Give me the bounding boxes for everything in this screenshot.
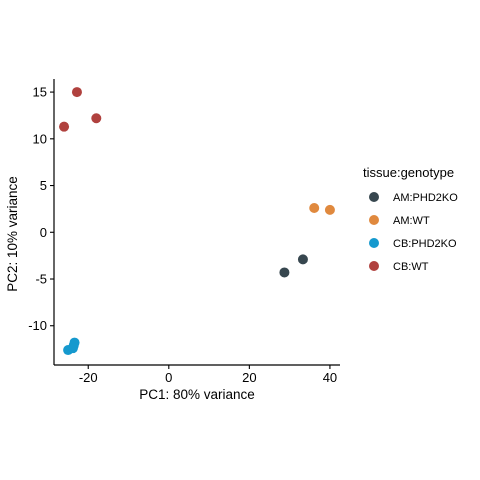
y-tick-label: 0 bbox=[40, 225, 47, 240]
data-point bbox=[67, 343, 78, 354]
y-tick-label: 15 bbox=[33, 85, 47, 100]
x-tick-label: 20 bbox=[242, 370, 256, 385]
legend: tissue:genotype AM:PHD2KO AM:WT CB:PHD2KO C… bbox=[363, 165, 458, 273]
x-tick-label: -20 bbox=[79, 370, 98, 385]
legend-key bbox=[369, 192, 379, 202]
data-point bbox=[297, 254, 308, 265]
legend-label: CB:PHD2KO bbox=[393, 238, 457, 250]
data-point bbox=[59, 121, 70, 132]
data-point bbox=[309, 202, 320, 213]
axes-layer bbox=[53, 79, 340, 366]
legend-label: AM:WT bbox=[393, 215, 430, 227]
legend-key bbox=[369, 261, 379, 271]
data-point bbox=[91, 113, 102, 124]
points-layer bbox=[59, 87, 335, 356]
legend-label: CB:WT bbox=[393, 261, 429, 273]
y-tick-label: 10 bbox=[33, 131, 47, 146]
y-axis-title: PC2: 10% variance bbox=[5, 176, 20, 292]
data-point bbox=[279, 267, 290, 278]
y-tick-label: 5 bbox=[40, 178, 47, 193]
x-axis-title: PC1: 80% variance bbox=[139, 387, 255, 402]
legend-key bbox=[369, 215, 379, 225]
x-tick-label: 0 bbox=[165, 370, 172, 385]
data-point bbox=[324, 204, 335, 215]
legend-label: AM:PHD2KO bbox=[393, 192, 458, 204]
legend-key bbox=[369, 238, 379, 248]
ticks-layer: -20 0 20 40 -10 -5 0 5 10 15 bbox=[28, 85, 337, 385]
y-tick-label: -10 bbox=[28, 318, 47, 333]
legend-title: tissue:genotype bbox=[363, 165, 454, 180]
x-tick-label: 40 bbox=[323, 370, 337, 385]
y-tick-label: -5 bbox=[35, 272, 47, 287]
data-point bbox=[71, 87, 82, 98]
